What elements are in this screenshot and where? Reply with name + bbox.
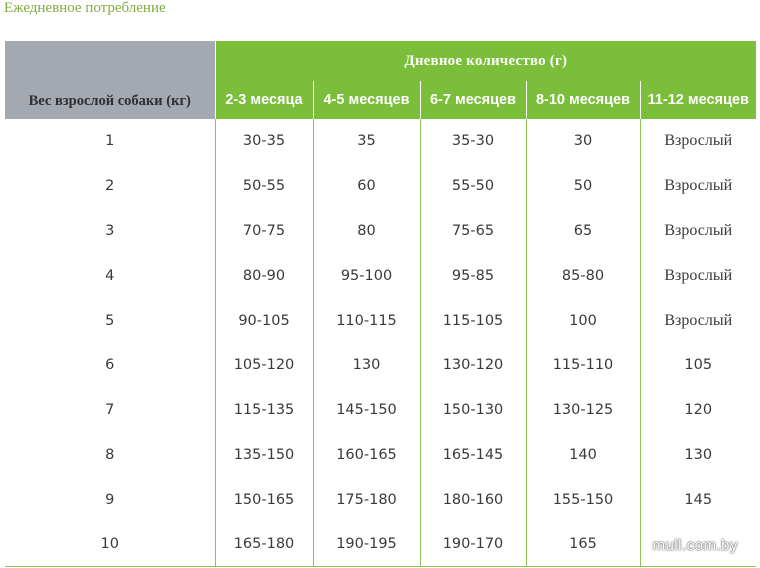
weight-cell: 1 [105,133,115,150]
amount-cell: Взрослый [639,253,756,299]
table-row: 10 165-180 190-195 190-170 165 [5,522,756,568]
amount-cell: 100 [525,298,640,343]
table-row: 1 30-35 35 35-30 30 Взрослый [5,119,756,164]
amount-cell: 35 [312,119,420,164]
amount-cell: 140 [525,432,640,478]
age-column-header: 8-10 месяцев [526,81,641,119]
amount-cell: 145 [639,477,756,523]
amount-cell: 85-80 [525,253,640,299]
amount-cell: Взрослый [639,163,756,209]
amount-cell: 130-125 [525,387,640,433]
table-row: 4 80-90 95-100 95-85 85-80 Взрослый [5,253,756,299]
amount-cell: 30-35 [214,119,313,164]
amount-cell: 65 [525,208,640,254]
table-body: 1 30-35 35 35-30 30 Взрослый 2 50-55 60 55-50 50 Вз… [5,119,756,568]
watermark-text: mull.com.by [652,537,738,554]
amount-cell: 80 [312,208,420,254]
amount-cell: 105 [639,342,756,388]
weight-cell: 10 [5,522,215,568]
amount-cell: 35-30 [419,119,526,164]
amount-cell: 105-120 [214,342,313,388]
amount-cell: Взрослый [639,298,756,343]
amount-cell: 160-165 [312,432,420,478]
amount-cell: 50 [525,163,640,209]
weight-column-header: Вес взрослой собаки (кг) [5,41,216,119]
amount-cell [639,522,756,568]
amount-cell: 55-50 [419,163,526,209]
amount-cell: 90-105 [214,298,313,343]
table-row: 8 135-150 160-165 165-145 140 130 [5,432,756,478]
amount-cell: 95-85 [419,253,526,299]
header-row-group: Вес взрослой собаки (кг) Дневное количес… [5,41,756,119]
age-column-header: 11-12 месяцев [640,81,756,119]
age-column-header: 4-5 месяцев [313,81,421,119]
amount-cell: 30 [525,119,640,164]
daily-amount-header: Дневное количество (г) [215,41,756,81]
amount-cell: 130 [639,432,756,478]
amount-cell: 190-195 [312,522,420,568]
amount-cell: 120 [639,387,756,433]
page-title: Ежедневное потребление [4,0,166,16]
amount-cell: 180-160 [419,477,526,523]
table-row: 3 70-75 80 75-65 65 Взрослый [5,208,756,254]
weight-cell: 5 [105,312,115,329]
weight-cell: 3 [105,222,115,239]
amount-cell: 145-150 [312,387,420,433]
amount-cell: 175-180 [312,477,420,523]
amount-cell: 165-145 [419,432,526,478]
weight-cell: 8 [105,446,115,463]
amount-cell: 80-90 [214,253,313,299]
weight-cell: 9 [105,491,115,508]
weight-cell: 7 [105,402,115,419]
table-row: 2 50-55 60 55-50 50 Взрослый [5,163,756,209]
amount-cell: 115-135 [214,387,313,433]
weight-cell: 6 [105,357,115,374]
table-row: 5 90-105 110-115 115-105 100 Взрослый [5,298,756,343]
age-column-header: 2-3 месяца [215,81,314,119]
amount-cell: 115-105 [419,298,526,343]
amount-cell: 150-130 [419,387,526,433]
table-row: 7 115-135 145-150 150-130 130-125 120 [5,387,756,433]
header-row-ages: 2-3 месяца 4-5 месяцев 6-7 месяцев 8-10 … [5,81,756,119]
amount-cell: 75-65 [419,208,526,254]
amount-cell: 165-180 [214,522,313,568]
weight-cell: 4 [105,267,115,284]
table-row: 9 150-165 175-180 180-160 155-150 145 [5,477,756,523]
amount-cell: 115-110 [525,342,640,388]
amount-cell: 130-120 [419,342,526,388]
amount-cell: 50-55 [214,163,313,209]
table-row: 6 105-120 130 130-120 115-110 105 [5,342,756,388]
amount-cell: 60 [312,163,420,209]
weight-cell: 2 [105,178,115,195]
amount-cell: 135-150 [214,432,313,478]
amount-cell: Взрослый [639,119,756,164]
amount-cell: 190-170 [419,522,526,568]
amount-cell: 70-75 [214,208,313,254]
amount-cell: 165 [525,522,640,568]
feeding-table: Вес взрослой собаки (кг) Дневное количес… [5,41,756,568]
age-column-header: 6-7 месяцев [420,81,527,119]
amount-cell: Взрослый [639,208,756,254]
amount-cell: 95-100 [312,253,420,299]
amount-cell: 155-150 [525,477,640,523]
amount-cell: 150-165 [214,477,313,523]
amount-cell: 110-115 [312,298,420,343]
amount-cell: 130 [312,342,420,388]
